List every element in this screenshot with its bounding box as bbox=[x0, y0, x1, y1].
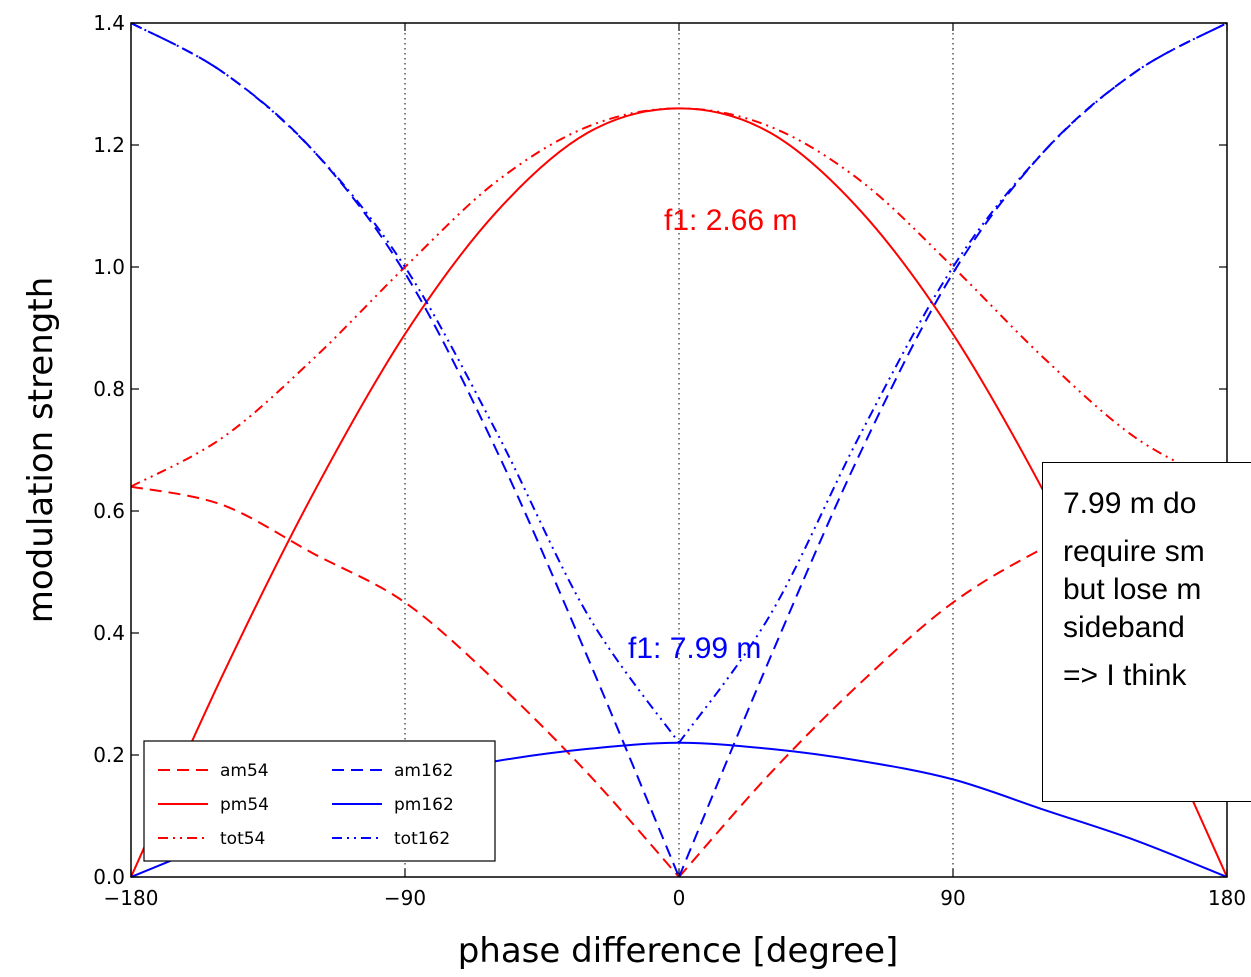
series-line-tot54 bbox=[130, 107, 1228, 488]
legend: am54 pm54 tot54 am162 pm162 tot162 bbox=[143, 740, 496, 862]
series-line-am54 bbox=[130, 485, 680, 878]
x-tick-label: 0 bbox=[673, 886, 686, 910]
x-axis-label: phase difference [degree] bbox=[458, 931, 899, 971]
callout-line-5: => I think bbox=[1063, 659, 1187, 692]
callout-line-1: 7.99 m do bbox=[1063, 487, 1197, 520]
series-line-tot162 bbox=[678, 22, 1228, 744]
y-tick-label: 0.8 bbox=[93, 377, 125, 401]
series-line-am162 bbox=[678, 22, 1228, 878]
y-tick-label: 1.4 bbox=[93, 11, 125, 35]
y-tick-label: 1.2 bbox=[93, 133, 125, 157]
series-line-tot162 bbox=[130, 22, 680, 744]
x-tick-label: −180 bbox=[104, 886, 159, 910]
y-axis-label: modulation strength bbox=[21, 277, 61, 623]
x-tick-label: 180 bbox=[1208, 886, 1246, 910]
legend-label-am162: am162 bbox=[394, 761, 453, 781]
annotation-f1-799: f1: 7.99 m bbox=[628, 632, 761, 665]
callout-line-2: require sm bbox=[1063, 535, 1205, 568]
callout-line-4: sideband bbox=[1063, 611, 1185, 644]
axis-ticks: −180 −90 0 90 180 0.0 0.2 0.4 0.6 0.8 1.0 1.2 1.4 bbox=[93, 11, 1246, 910]
legend-label-am54: am54 bbox=[220, 761, 269, 781]
legend-label-tot162: tot162 bbox=[394, 829, 450, 849]
y-tick-label: 0.6 bbox=[93, 499, 125, 523]
legend-label-pm54: pm54 bbox=[220, 795, 269, 815]
callout-line-3: but lose m bbox=[1063, 573, 1202, 606]
x-tick-label: −90 bbox=[384, 886, 426, 910]
y-tick-label: 0.0 bbox=[93, 865, 125, 889]
legend-label-pm162: pm162 bbox=[394, 795, 454, 815]
legend-label-tot54: tot54 bbox=[220, 829, 265, 849]
annotation-f1-266: f1: 2.66 m bbox=[664, 204, 797, 237]
callout-box: 7.99 m do require sm but lose m sideband… bbox=[1042, 462, 1251, 802]
y-tick-label: 1.0 bbox=[93, 255, 125, 279]
y-tick-label: 0.4 bbox=[93, 621, 125, 645]
y-tick-label: 0.2 bbox=[93, 743, 125, 767]
x-tick-label: 90 bbox=[940, 886, 965, 910]
